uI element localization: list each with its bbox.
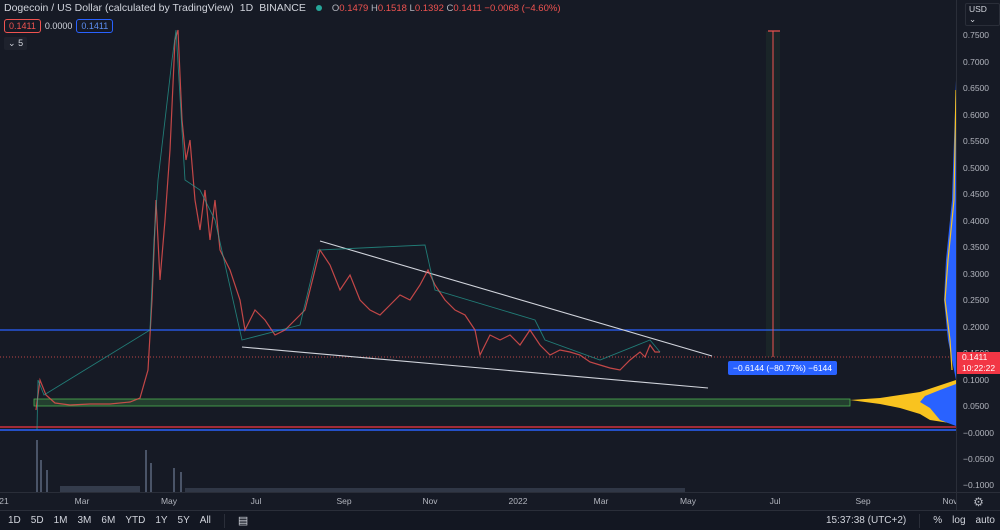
price-tick: −0.1000 [963, 480, 994, 490]
time-label: Sep [855, 496, 871, 506]
range-5y-button[interactable]: 5Y [177, 515, 190, 526]
calendar-goto-icon[interactable]: ▤ [237, 515, 249, 527]
current-price-tag: 0.1411 10:22:22 [957, 352, 1000, 374]
price-tick: 0.2000 [963, 322, 989, 332]
symbol-title[interactable]: Dogecoin / US Dollar (calculated by Trad… [4, 2, 234, 14]
change-value: −0.0068 (−4.60%) [484, 2, 561, 14]
price-tick: 0.5500 [963, 136, 989, 146]
lower-trendline[interactable] [241, 346, 709, 389]
range-5d-button[interactable]: 5D [30, 515, 44, 526]
time-axis[interactable]: 21 Mar May Jul Sep Nov 2022 Mar May Jul … [0, 492, 958, 510]
chart-settings-gear-icon[interactable]: ⚙ [956, 492, 1000, 510]
volume-bars [36, 440, 685, 492]
upper-trendline[interactable] [319, 240, 713, 357]
range-6m-button[interactable]: 6M [101, 515, 116, 526]
range-1m-button[interactable]: 1M [53, 515, 68, 526]
price-axis[interactable]: USD ⌄ 0.7500 0.7000 0.6500 0.6000 0.5500… [956, 0, 1000, 492]
price-tick: 0.3500 [963, 242, 989, 252]
candles-canvas[interactable] [0, 0, 956, 492]
interval-label[interactable]: 1D [239, 2, 254, 14]
spread-value: 0.0000 [44, 21, 73, 31]
buy-price-badge[interactable]: 0.1411 [76, 19, 114, 33]
price-tick: 0.7500 [963, 30, 989, 40]
time-label: Jul [769, 496, 781, 506]
price-tick: −0.0500 [963, 454, 994, 464]
ohlc-values: O0.1479 H0.1518 L0.1392 C0.1411 −0.0068 … [331, 2, 561, 14]
price-tick: 0.6500 [963, 83, 989, 93]
low-value: 0.1392 [414, 2, 444, 14]
close-value: 0.1411 [453, 2, 482, 14]
price-tick: 0.1000 [963, 375, 989, 385]
range-all-button[interactable]: All [199, 515, 211, 526]
exchange-label: BINANCE [259, 2, 306, 14]
time-label: Mar [74, 496, 90, 506]
time-label: Mar [593, 496, 609, 506]
volume-profile [850, 80, 956, 426]
time-label: 21 [0, 496, 9, 506]
sell-price-badge[interactable]: 0.1411 [4, 19, 41, 33]
market-status-dot-icon [315, 5, 322, 11]
price-tick: 0.2500 [963, 295, 989, 305]
high-value: 0.1518 [377, 2, 407, 14]
time-label: Nov [942, 496, 958, 506]
price-tick: 0.5000 [963, 163, 989, 173]
price-tick: 0.7000 [963, 57, 989, 67]
time-label: Jul [250, 496, 262, 506]
time-label: Nov [422, 496, 438, 506]
bar-countdown: 10:22:22 [962, 363, 996, 373]
current-price: 0.1411 [962, 352, 988, 362]
quote-badges: 0.1411 0.0000 0.1411 [4, 19, 114, 33]
clock-timezone[interactable]: 15:37:38 (UTC+2) [825, 515, 907, 526]
price-path-up [36, 29, 661, 431]
currency-selector[interactable]: USD ⌄ [965, 3, 1000, 26]
price-tick: 0.6000 [963, 110, 989, 120]
indicators-collapse-button[interactable]: ⌄ 5 [4, 37, 28, 50]
time-label: 2022 [508, 496, 528, 506]
bottom-toolbar: 1D 5D 1M 3M 6M YTD 1Y 5Y All ▤ 15:37:38 … [0, 510, 1000, 530]
range-1d-button[interactable]: 1D [8, 515, 21, 526]
range-ytd-button[interactable]: YTD [125, 515, 146, 526]
open-value: 0.1479 [339, 2, 369, 14]
percent-scale-toggle[interactable]: % [933, 515, 943, 526]
auto-scale-toggle[interactable]: auto [975, 515, 995, 526]
support-zone-rectangle[interactable] [33, 398, 851, 407]
symbol-legend: Dogecoin / US Dollar (calculated by Trad… [4, 2, 560, 14]
divider [223, 513, 225, 528]
time-label: Sep [336, 496, 352, 506]
price-tick: −0.0000 [963, 428, 994, 438]
price-tick: 0.0500 [963, 401, 989, 411]
log-scale-toggle[interactable]: log [952, 515, 966, 526]
price-path [35, 29, 660, 411]
price-tick: 0.4000 [963, 216, 989, 226]
time-label: May [679, 496, 697, 506]
chevron-down-icon: ⌄ [8, 38, 16, 48]
range-3m-button[interactable]: 3M [77, 515, 92, 526]
time-label: May [160, 496, 178, 506]
measure-label: −0.6144 (−80.77%) −6144 [728, 361, 838, 375]
chart-pane[interactable]: Dogecoin / US Dollar (calculated by Trad… [0, 0, 956, 492]
price-tick: 0.3000 [963, 269, 989, 279]
range-1y-button[interactable]: 1Y [155, 515, 168, 526]
price-tick: 0.4500 [963, 189, 989, 199]
divider [919, 513, 921, 528]
